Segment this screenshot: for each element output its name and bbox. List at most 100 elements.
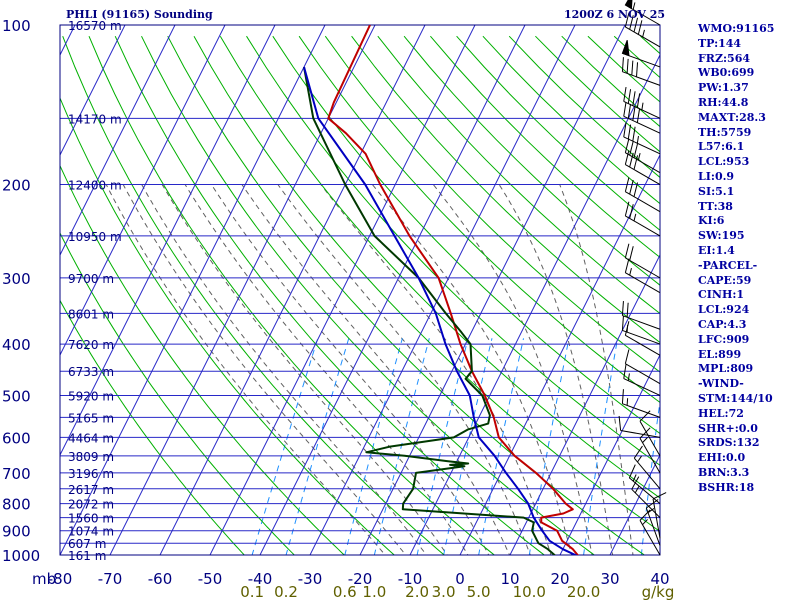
wind-barb-feather [631, 60, 634, 76]
wind-barb-shaft [622, 71, 661, 86]
index-value: EI:1.4 [698, 243, 735, 257]
height-label: 2617 m [68, 483, 114, 497]
wind-barb-feather [626, 58, 629, 74]
wind-barb-feather [624, 321, 630, 336]
wind-barb [628, 464, 661, 505]
isotherm-line [60, 25, 276, 457]
index-value: MPL:809 [698, 362, 754, 376]
dry-adiabat-line [351, 35, 660, 344]
index-value: TP:144 [698, 36, 742, 50]
temperature-tick-label: -30 [298, 570, 323, 588]
mixing-ratio-line [443, 338, 493, 555]
wind-barb-feather [639, 509, 651, 521]
moist-adiabat-line [122, 184, 407, 555]
wind-barb-feather [623, 364, 627, 379]
dry-adiabat-line [60, 231, 296, 555]
wind-barb [621, 57, 661, 86]
wind-barb-shaft [622, 403, 661, 418]
wind-barb [624, 321, 661, 356]
pressure-tick-label: 600 [2, 429, 31, 447]
height-label: 3196 m [68, 467, 114, 481]
dry-adiabat-line [377, 35, 660, 315]
wind-barb [624, 150, 661, 185]
temperature-tick-label: -10 [398, 570, 423, 588]
mixing-ratio-label: 20.0 [567, 583, 600, 600]
pressure-tick-label: 400 [2, 336, 31, 354]
index-value: SRDS:132 [698, 436, 760, 450]
index-value: SW:195 [698, 229, 745, 243]
index-value: LCL:953 [698, 155, 750, 169]
index-value: RH:44.8 [698, 95, 749, 109]
moist-adiabat-line [241, 184, 511, 555]
mixing-ratio-label: 5.0 [467, 583, 491, 600]
wind-barb-feather [628, 464, 636, 479]
wind-barb-shaft [625, 257, 661, 279]
wind-barb [623, 364, 661, 396]
wind-barb-shaft [625, 272, 661, 294]
wind-barb-feather [621, 315, 624, 331]
mixing-ratio-label: 3.0 [432, 583, 456, 600]
pressure-tick-label: 100 [2, 17, 31, 35]
wind-barb-feather [624, 243, 630, 258]
temperature-tick-label: -80 [48, 570, 73, 588]
wind-barb [624, 243, 661, 279]
height-label: 14170 m [68, 112, 122, 126]
height-label: 16570 m [68, 19, 122, 33]
height-label: 7620 m [68, 338, 114, 352]
wind-barb-shaft [645, 507, 661, 546]
mixing-ratio-label: 10.0 [513, 583, 546, 600]
height-label: 1074 m [68, 525, 114, 539]
dry-adiabat-line [193, 35, 660, 533]
wind-barb-feather [624, 201, 630, 217]
wind-barb-feather [621, 300, 624, 316]
wind-barb-half-feather [636, 135, 639, 144]
wind-barb-shaft [622, 329, 661, 345]
moist-adiabat-line [105, 184, 386, 555]
pressure-tick-label: 1000 [2, 547, 40, 565]
moist-adiabat-line [498, 184, 614, 555]
wind-barb-feather [632, 91, 636, 106]
isotherm-line [159, 25, 426, 555]
wind-barb-shaft [652, 498, 661, 539]
dry-adiabat-line [88, 36, 496, 555]
height-label: 1560 m [68, 512, 114, 526]
dry-adiabat-line [60, 164, 346, 555]
mixing-ratio-labels: 0.1 0.2 0.6 1.0 2.0 3.0 5.0 10.0 20.0 g/kg [240, 583, 674, 600]
wind-barb-shaft [629, 477, 661, 505]
wind-barb-half-feather [632, 474, 637, 482]
temperature-tick-label: 20 [550, 570, 569, 588]
index-value: -PARCEL- [698, 258, 758, 272]
wind-barb-shaft [625, 152, 661, 174]
height-label: 161 m [68, 549, 106, 563]
moist-adiabat-line [161, 184, 448, 555]
index-value: WB0:699 [698, 66, 755, 80]
wind-barb [623, 86, 661, 119]
wind-barb-feather [633, 17, 639, 33]
mixing-ratio-label: 0.1 [240, 583, 264, 600]
wind-barb-feather [633, 143, 639, 158]
plot-frame [59, 24, 661, 556]
moist-adiabat-line [141, 184, 427, 555]
wind-barb [624, 0, 661, 26]
wind-barb-half-feather [642, 437, 648, 443]
dry-adiabat-line [114, 35, 546, 555]
height-labels: 16570 m 14170 m 12400 m 10950 m 9700 m 8601 m… [68, 19, 122, 563]
wind-barb-flag [624, 0, 633, 10]
isotherm-line [60, 25, 126, 157]
profile-line-2 [303, 66, 578, 555]
isotherm-line [459, 153, 660, 555]
index-value: FRZ:564 [698, 51, 751, 65]
dry-adiabat-line [403, 35, 660, 286]
pressure-tick-label: 500 [2, 387, 31, 405]
index-value: KI:6 [698, 214, 725, 228]
wind-barb [623, 101, 661, 134]
wind-barb-flag [621, 39, 630, 57]
pressure-tick-label: 200 [2, 177, 31, 195]
index-value: STM:144/10 [698, 391, 773, 405]
isotherm-line [609, 453, 660, 555]
dry-adiabat-line [60, 299, 245, 555]
pressure-tick-label: 900 [2, 523, 31, 541]
wind-barb-feather [633, 182, 639, 197]
index-value: HEL:72 [698, 406, 744, 420]
wind-barb [633, 445, 661, 490]
